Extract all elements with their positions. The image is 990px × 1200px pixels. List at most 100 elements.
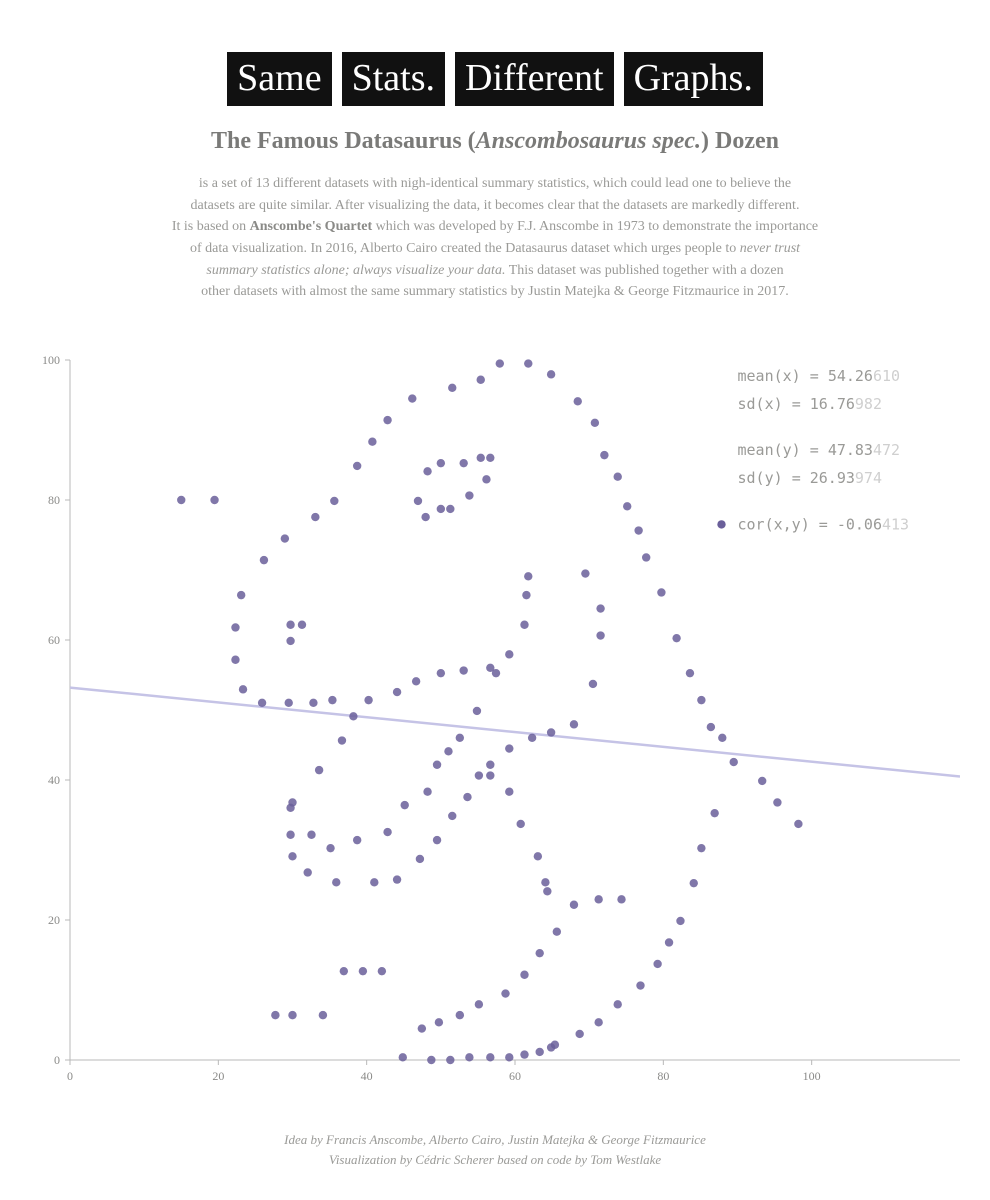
data-point [505, 744, 513, 752]
data-point [690, 879, 698, 887]
data-point [520, 971, 528, 979]
data-point [304, 868, 312, 876]
data-point [399, 1053, 407, 1061]
data-point [231, 623, 239, 631]
desc-l3b: Anscombe's Quartet [250, 219, 373, 234]
data-point [773, 798, 781, 806]
data-point [437, 459, 445, 467]
data-point [298, 621, 306, 629]
data-point [486, 1053, 494, 1061]
data-point [718, 734, 726, 742]
data-point [505, 650, 513, 658]
data-point [285, 699, 293, 707]
data-point [547, 370, 555, 378]
data-point [448, 812, 456, 820]
data-point [311, 513, 319, 521]
data-point [520, 1050, 528, 1058]
data-point [575, 1030, 583, 1038]
data-point [475, 1000, 483, 1008]
data-point [541, 878, 549, 886]
data-point [330, 497, 338, 505]
scatter-chart: 020406080100020406080100mean(x) = 54.266… [30, 350, 960, 1090]
data-point [459, 666, 467, 674]
data-point [177, 496, 185, 504]
data-point [570, 720, 578, 728]
data-point [570, 901, 578, 909]
data-point [547, 728, 555, 736]
trend-line [70, 688, 960, 777]
data-point [444, 747, 452, 755]
data-point [676, 917, 684, 925]
legend-marker [717, 520, 725, 528]
desc-l1: is a set of 13 different datasets with n… [199, 176, 791, 191]
description: is a set of 13 different datasets with n… [105, 173, 885, 303]
data-point [665, 938, 673, 946]
data-point [288, 1011, 296, 1019]
data-point [416, 855, 424, 863]
desc-l2: datasets are quite similar. After visual… [191, 198, 800, 213]
data-point [710, 809, 718, 817]
data-point [271, 1011, 279, 1019]
data-point [594, 895, 602, 903]
y-tick-label: 80 [48, 493, 60, 507]
data-point [370, 878, 378, 886]
data-point [594, 1018, 602, 1026]
data-point [634, 526, 642, 534]
data-point [475, 771, 483, 779]
data-point [423, 787, 431, 795]
x-tick-label: 60 [509, 1069, 521, 1083]
data-point [383, 828, 391, 836]
desc-l3a: It is based on [172, 219, 250, 234]
data-point [332, 878, 340, 886]
data-point [617, 895, 625, 903]
data-point [286, 804, 294, 812]
data-point [412, 677, 420, 685]
data-point [496, 359, 504, 367]
data-point [505, 787, 513, 795]
data-point [319, 1011, 327, 1019]
y-tick-label: 40 [48, 773, 60, 787]
data-point [505, 1053, 513, 1061]
chart-svg: 020406080100020406080100mean(x) = 54.266… [30, 350, 960, 1090]
data-point [340, 967, 348, 975]
data-point [596, 631, 604, 639]
data-point [435, 1018, 443, 1026]
data-point [326, 844, 334, 852]
data-point [730, 758, 738, 766]
data-point [486, 761, 494, 769]
data-point [315, 766, 323, 774]
y-tick-label: 0 [54, 1053, 60, 1067]
data-point [433, 836, 441, 844]
subtitle-tail: ) Dozen [701, 128, 779, 154]
data-point [686, 669, 694, 677]
desc-l3c: which was developed by F.J. Anscombe in … [372, 219, 818, 234]
data-point [401, 801, 409, 809]
y-tick-label: 100 [42, 353, 60, 367]
data-point [501, 989, 509, 997]
data-point [446, 1056, 454, 1064]
data-point [446, 505, 454, 513]
data-point [758, 777, 766, 785]
data-point [328, 696, 336, 704]
data-point [600, 451, 608, 459]
data-point [423, 467, 431, 475]
data-point [581, 569, 589, 577]
stats-row: mean(x) = 54.26610 [738, 367, 901, 385]
data-point [237, 591, 245, 599]
data-point [383, 416, 391, 424]
data-point [473, 707, 481, 715]
data-point [623, 502, 631, 510]
subtitle-lead: The Famous Datasaurus ( [211, 128, 476, 154]
desc-l4a: of data visualization. In 2016, Alberto … [190, 241, 740, 256]
data-point [614, 1000, 622, 1008]
data-point [393, 688, 401, 696]
data-point [535, 1048, 543, 1056]
data-point [433, 761, 441, 769]
title-word-2: Stats. [342, 52, 445, 106]
data-point [421, 513, 429, 521]
data-point [672, 634, 680, 642]
desc-l4b: never trust [740, 241, 800, 256]
title-row: Same Stats. Different Graphs. [0, 52, 990, 106]
data-point [486, 771, 494, 779]
subtitle: The Famous Datasaurus (Anscombosaurus sp… [0, 128, 990, 155]
